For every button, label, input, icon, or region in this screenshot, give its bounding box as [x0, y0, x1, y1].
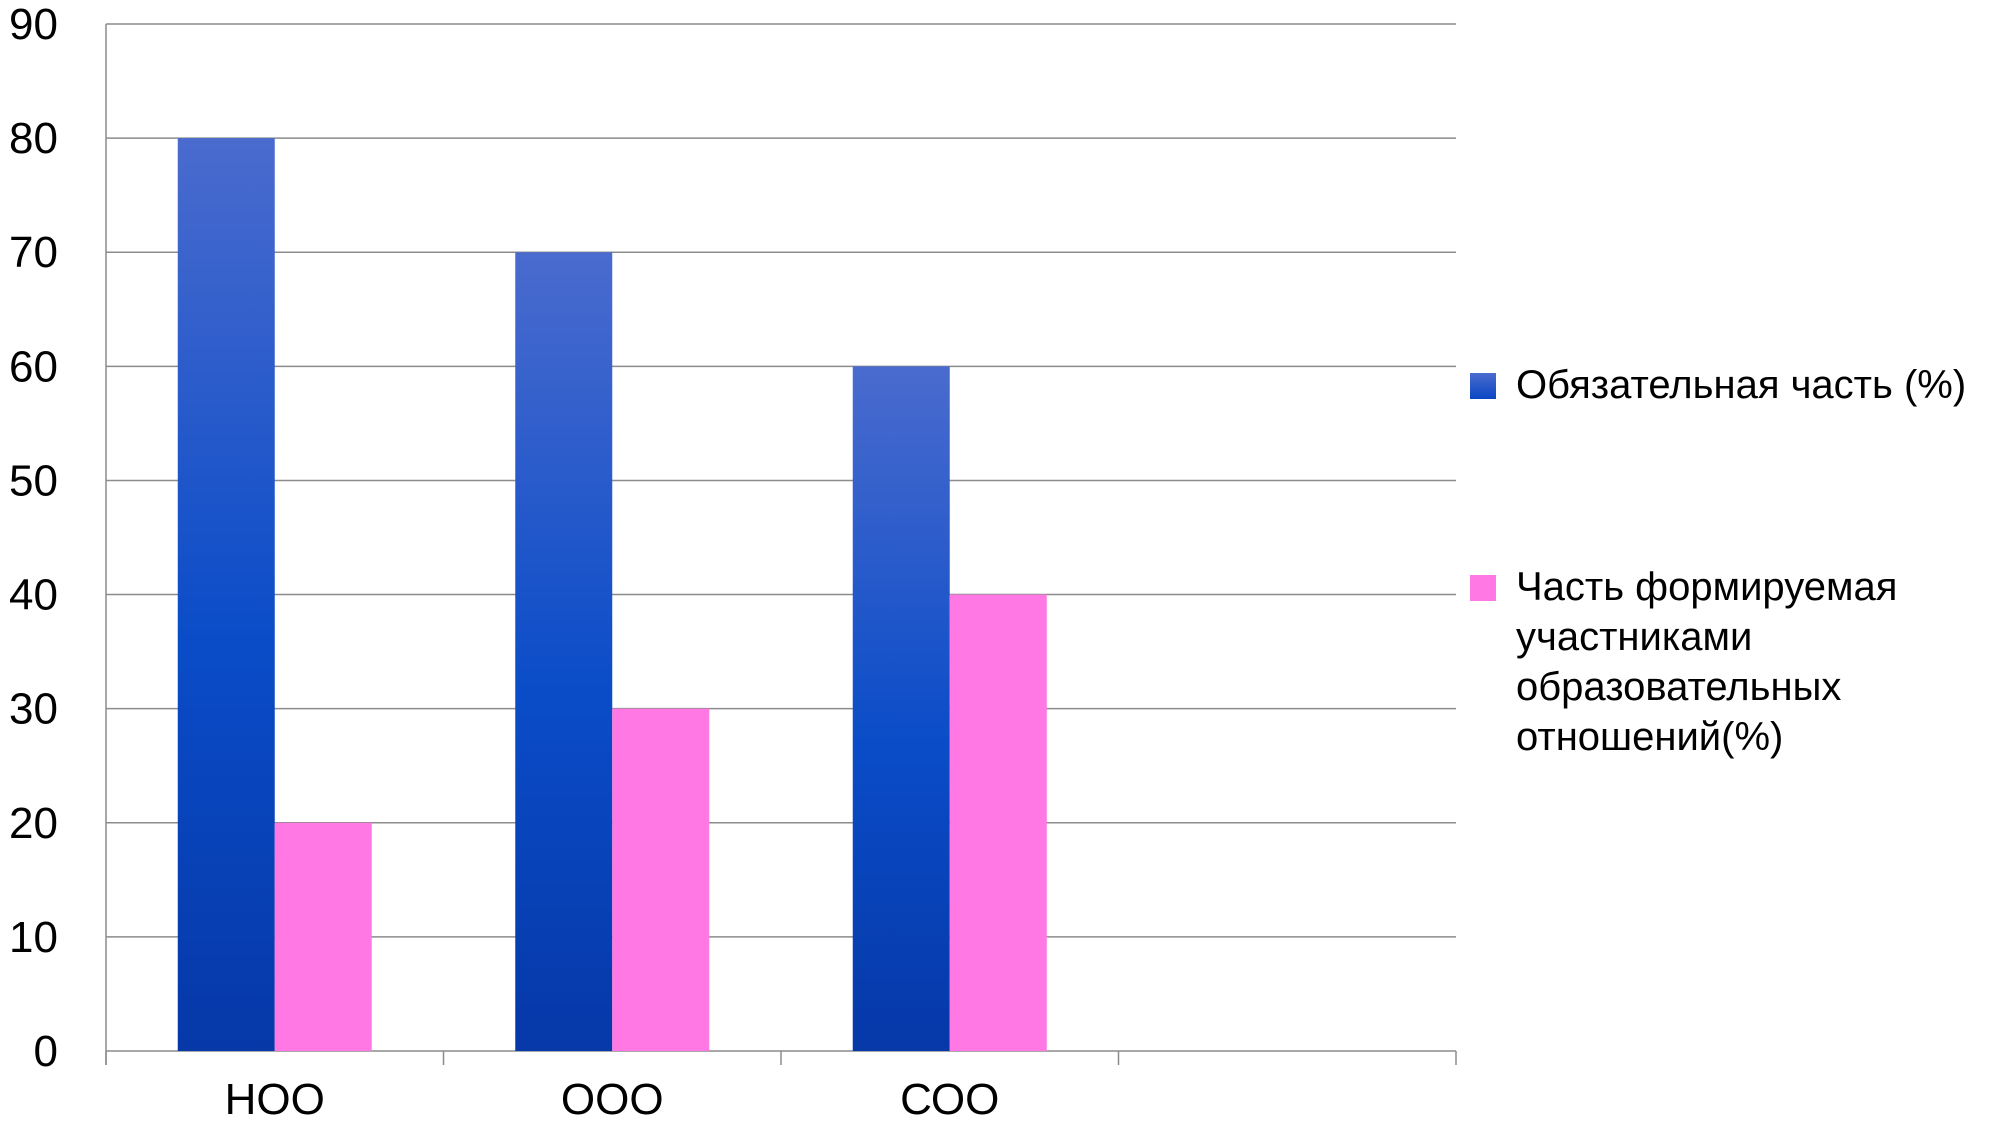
gridlines [106, 23, 1456, 938]
legend-item-participants-part: Часть формируемая участниками образовате… [1470, 562, 1990, 762]
bars [177, 138, 1047, 1052]
bar-mandatory-1 [177, 138, 275, 1052]
bar-participants-3 [949, 594, 1047, 1051]
y-tick-label: 50 [9, 456, 58, 505]
y-tick-label: 20 [9, 799, 58, 848]
x-tick-label: СОО [900, 1075, 999, 1124]
bar-participants-2 [612, 708, 710, 1051]
bar-mandatory-2 [515, 252, 613, 1051]
y-tick-label: 80 [9, 114, 58, 163]
y-tick-label: 60 [9, 342, 58, 391]
legend-swatch-participants-part [1470, 575, 1496, 601]
bar-mandatory-3 [852, 366, 950, 1051]
bar-participants-1 [274, 822, 372, 1051]
x-tick-label: ООО [561, 1075, 664, 1124]
legend-item-mandatory-part: Обязательная часть (%) [1470, 360, 1990, 410]
y-tick-label: 10 [9, 913, 58, 962]
legend-label-participants-part: Часть формируемая участниками образовате… [1516, 565, 1898, 759]
y-tick-label: 90 [9, 0, 58, 49]
legend: Обязательная часть (%) Часть формируемая… [1470, 360, 1990, 762]
y-tick-label: 70 [9, 228, 58, 277]
tick-labels: 0 10 20 30 40 50 60 70 80 90 НОО ООО СОО [9, 0, 999, 1124]
y-tick-label: 40 [9, 571, 58, 620]
y-tick-label: 30 [9, 685, 58, 734]
x-tick-label: НОО [225, 1075, 325, 1124]
legend-swatch-mandatory-part [1470, 373, 1496, 399]
y-tick-label: 0 [34, 1027, 58, 1076]
legend-label-mandatory-part: Обязательная часть (%) [1516, 363, 1967, 407]
